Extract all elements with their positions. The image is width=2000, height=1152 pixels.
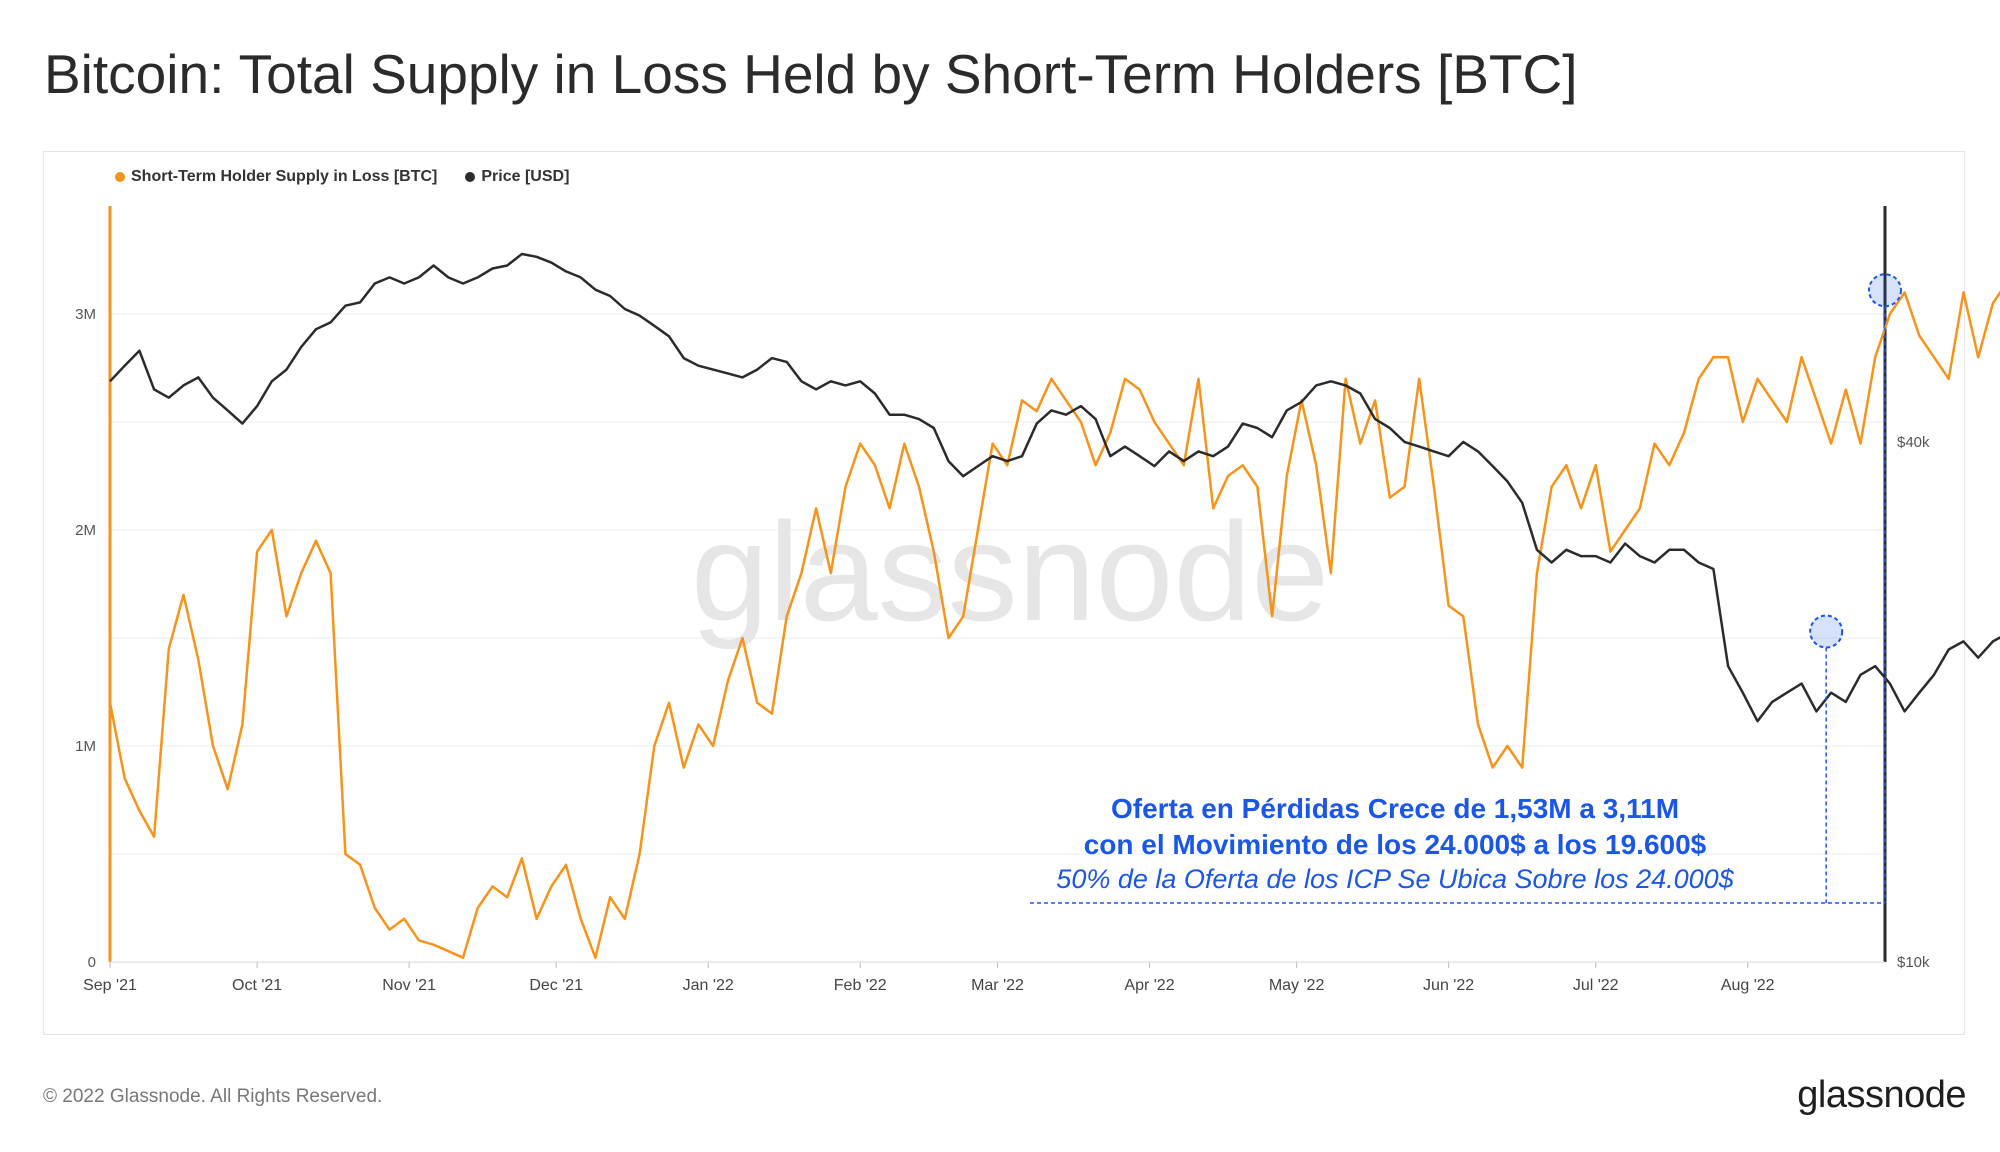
y-right-tick-label: $10k bbox=[1897, 954, 1930, 971]
annotation-line-1: Oferta en Pérdidas Crece de 1,53M a 3,11… bbox=[1110, 793, 1680, 824]
annotation-layer bbox=[1030, 273, 1902, 904]
chart-frame bbox=[43, 151, 1965, 1035]
series-line-price bbox=[109, 252, 2000, 723]
x-tick-label: Apr '22 bbox=[1124, 977, 1174, 994]
x-tick-label: Feb '22 bbox=[834, 977, 887, 994]
highlight-circle-0 bbox=[1809, 614, 1844, 649]
chart-legend: Short-Term Holder Supply in Loss [BTC] P… bbox=[115, 168, 569, 186]
legend-dot-supply bbox=[115, 172, 125, 182]
legend-dot-price bbox=[465, 172, 476, 182]
x-tick-label: Oct '21 bbox=[232, 977, 282, 994]
y-left-tick-label: 3M bbox=[75, 306, 96, 323]
legend-item-price[interactable]: Price [USD] bbox=[465, 168, 569, 186]
annotation-line-2: con el Movimiento de los 24.000$ a los 1… bbox=[1083, 829, 1707, 860]
annotation-line-3: 50% de la Oferta de los ICP Se Ubica Sob… bbox=[1056, 864, 1734, 894]
legend-label-supply: Short-Term Holder Supply in Loss [BTC] bbox=[131, 168, 438, 185]
watermark: glassnode bbox=[691, 493, 1329, 650]
x-tick-label: Mar '22 bbox=[971, 977, 1024, 994]
y-left-tick-label: 1M bbox=[75, 738, 96, 755]
legend-item-supply[interactable]: Short-Term Holder Supply in Loss [BTC] bbox=[115, 168, 437, 186]
series-line-supply-in-loss bbox=[108, 290, 2000, 959]
grid-layer bbox=[110, 313, 1885, 855]
highlight-circle-1 bbox=[1868, 273, 1902, 308]
x-tick-label: Dec '21 bbox=[529, 977, 583, 994]
y-left-tick-label: 2M bbox=[75, 522, 96, 539]
x-tick-label: Jun '22 bbox=[1423, 977, 1474, 994]
x-tick-label: Sep '21 bbox=[83, 977, 137, 994]
glassnode-logo: glassnode bbox=[1797, 1074, 1966, 1116]
y-right-tick-label: $40k bbox=[1897, 434, 1930, 451]
legend-label-price: Price [USD] bbox=[481, 168, 570, 185]
copyright-text: © 2022 Glassnode. All Rights Reserved. bbox=[43, 1086, 383, 1107]
y-left-tick-label: 0 bbox=[88, 954, 96, 971]
x-tick-label: Aug '22 bbox=[1721, 977, 1775, 994]
x-tick-label: Jul '22 bbox=[1573, 977, 1619, 994]
page-title: Bitcoin: Total Supply in Loss Held by Sh… bbox=[44, 43, 1578, 105]
x-tick-label: Nov '21 bbox=[382, 977, 436, 994]
x-tick-label: Jan '22 bbox=[683, 977, 734, 994]
series-layer bbox=[108, 252, 2000, 959]
x-tick-label: May '22 bbox=[1269, 977, 1325, 994]
